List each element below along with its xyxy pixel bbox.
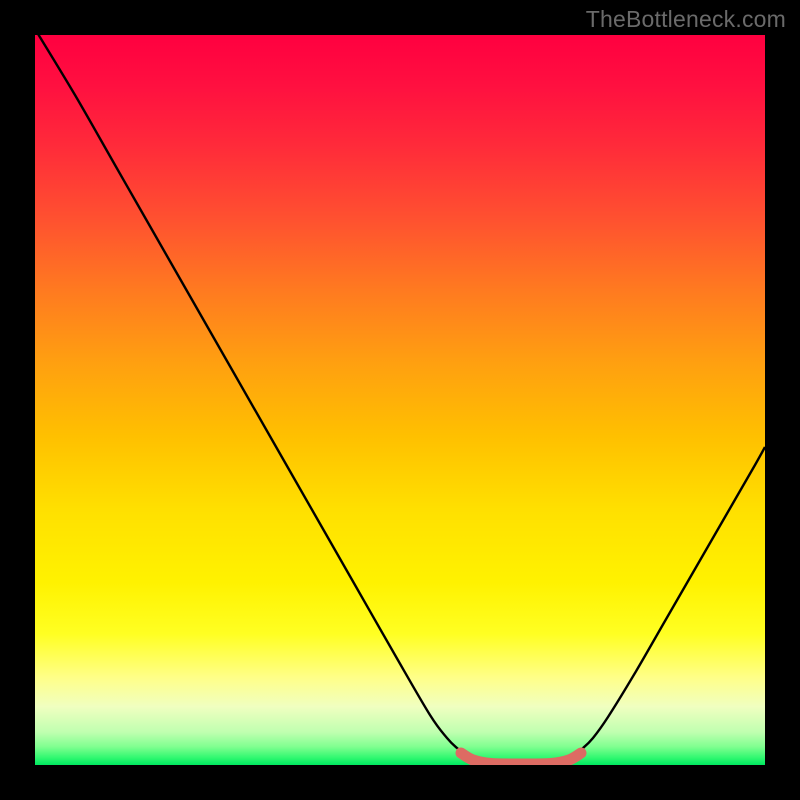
bottleneck-curve (35, 35, 765, 765)
curve-path (35, 35, 765, 764)
plot-area (35, 35, 765, 765)
watermark-text: TheBottleneck.com (586, 6, 786, 33)
flat-region-marker (461, 753, 581, 764)
